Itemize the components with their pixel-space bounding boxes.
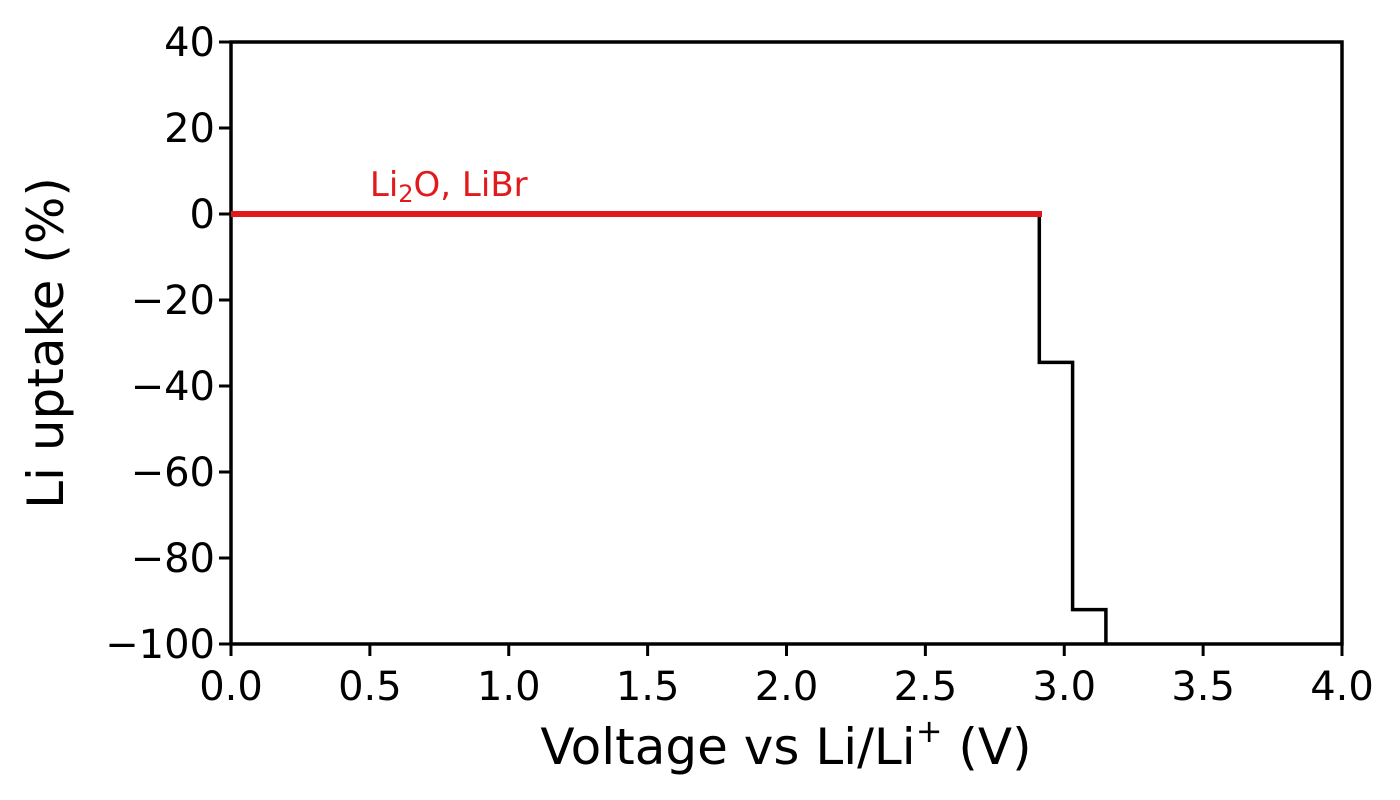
- y-tick-label: −60: [131, 450, 215, 496]
- x-axis-ticks: 0.0 0.5 1.0 1.5 2.0 2.5 3.0 3.5 4.0: [199, 644, 1374, 710]
- x-tick-label: 1.5: [616, 664, 680, 710]
- x-tick-label: 1.0: [477, 664, 541, 710]
- x-tick-label: 0.5: [338, 664, 402, 710]
- y-axis-ticks: 40 20 0 −20 −40 −60 −80 −100: [105, 20, 231, 668]
- voltage-step-series-line: [1037, 214, 1108, 644]
- y-tick-label: −20: [131, 278, 215, 324]
- x-tick-label: 0.0: [199, 664, 263, 710]
- series-layer: [231, 211, 1108, 644]
- x-tick-label: 2.0: [755, 664, 819, 710]
- x-tick-label: 3.0: [1032, 664, 1096, 710]
- x-tick-label: 3.5: [1171, 664, 1235, 710]
- y-tick-label: −40: [131, 364, 215, 410]
- x-tick-label: 4.0: [1310, 664, 1374, 710]
- y-tick-label: 0: [190, 192, 215, 238]
- plot-area: [229, 40, 1344, 646]
- y-axis-label: Li uptake (%): [17, 177, 75, 509]
- y-tick-label: 20: [164, 106, 215, 152]
- annotation-layer: Li2O, LiBr: [370, 165, 528, 208]
- y-tick-label: −80: [131, 536, 215, 582]
- x-tick-label: 2.5: [894, 664, 958, 710]
- x-axis-label: Voltage vs Li/Li+ (V): [540, 712, 1031, 776]
- y-tick-label: 40: [164, 20, 215, 66]
- y-tick-label: −100: [105, 622, 215, 668]
- phase-annotation: Li2O, LiBr: [370, 165, 528, 208]
- plot-frame: [229, 40, 1344, 646]
